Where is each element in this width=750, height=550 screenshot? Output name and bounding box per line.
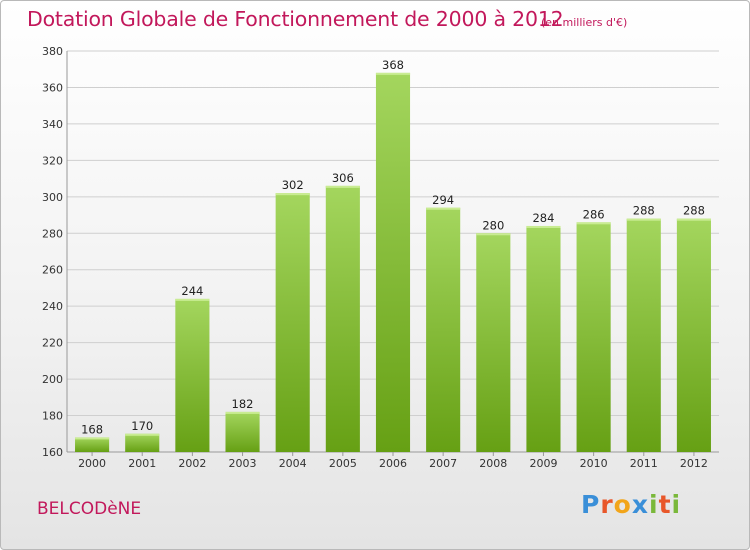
commune-name: BELCODèNE [37, 499, 142, 519]
x-tick-label: 2008 [479, 457, 507, 470]
x-tick-label: 2006 [379, 457, 407, 470]
y-tick-label: 380 [42, 45, 63, 58]
chart-subtitle: (en milliers d'€) [541, 16, 628, 29]
bar-2010 [576, 222, 611, 452]
value-label: 306 [332, 171, 354, 185]
bar-highlight [225, 411, 260, 414]
y-tick-label: 280 [42, 227, 63, 240]
value-label: 294 [432, 193, 454, 207]
bar-2006 [375, 72, 411, 452]
logo-letter: i [649, 490, 659, 519]
value-label: 288 [683, 204, 705, 218]
bar-highlight [576, 222, 611, 225]
value-label: 182 [232, 397, 254, 411]
y-tick-label: 200 [42, 373, 63, 386]
x-tick-label: 2005 [329, 457, 357, 470]
bar-highlight [526, 225, 561, 228]
value-label: 288 [633, 204, 655, 218]
x-tick-label: 2011 [630, 457, 658, 470]
bar-2012 [676, 218, 711, 452]
bar-2007 [426, 207, 461, 452]
proxiti-logo: Proxiti [581, 490, 681, 519]
logo-letter: o [613, 490, 632, 519]
value-label: 280 [482, 218, 504, 232]
bar-2004 [275, 193, 310, 452]
bar-2001 [125, 433, 160, 452]
bar-highlight [175, 298, 210, 301]
bar-2002 [175, 298, 210, 452]
value-label: 286 [583, 207, 605, 221]
value-label: 302 [282, 178, 304, 192]
bar-highlight [375, 72, 411, 75]
bar-2008 [476, 233, 511, 452]
bars [75, 72, 711, 452]
y-tick-label: 240 [42, 300, 63, 313]
bar-highlight [476, 233, 511, 236]
value-label: 170 [131, 419, 153, 433]
value-labels: 168 170 244 182 302 306 368 294 280 284 286 288 288 [81, 58, 705, 437]
bar-highlight [275, 193, 310, 196]
y-tick-label: 220 [42, 337, 63, 350]
y-tick-label: 340 [42, 118, 63, 131]
x-tick-label: 2010 [580, 457, 608, 470]
bar-2009 [526, 225, 561, 452]
logo-letter: t [658, 490, 672, 519]
x-tick-label: 2012 [680, 457, 708, 470]
bar-highlight [75, 437, 110, 440]
logo-letter: i [671, 490, 682, 519]
x-tick-label: 2004 [279, 457, 307, 470]
x-tick-label: 2003 [229, 457, 257, 470]
bar-2000 [75, 437, 110, 452]
y-tick-label: 320 [42, 154, 63, 167]
y-tick-label: 300 [42, 191, 63, 204]
x-tick-label: 2002 [178, 457, 206, 470]
logo-letter: x [631, 490, 649, 519]
x-tick-label: 2009 [529, 457, 557, 470]
bar-highlight [626, 218, 661, 221]
y-tick-label: 260 [42, 264, 63, 277]
x-tick-label: 2001 [128, 457, 156, 470]
bar-highlight [676, 218, 711, 221]
bar-highlight [125, 433, 160, 436]
y-tick-label: 160 [42, 446, 63, 459]
bar-2005 [325, 185, 360, 452]
value-label: 368 [382, 58, 404, 72]
bar-2003 [225, 411, 260, 452]
bar-2011 [626, 218, 661, 452]
value-label: 284 [532, 211, 554, 225]
x-tick-label: 2007 [429, 457, 457, 470]
bar-highlight [325, 185, 360, 188]
bar-highlight [426, 207, 461, 210]
logo-letter: P [581, 490, 601, 519]
y-tick-label: 180 [42, 410, 63, 423]
value-label: 168 [81, 422, 103, 436]
value-label: 244 [181, 284, 203, 298]
y-tick-label: 360 [42, 81, 63, 94]
chart-title: Dotation Globale de Fonctionnement de 20… [27, 7, 564, 31]
x-tick-label: 2000 [78, 457, 106, 470]
logo-letter: r [600, 490, 614, 519]
